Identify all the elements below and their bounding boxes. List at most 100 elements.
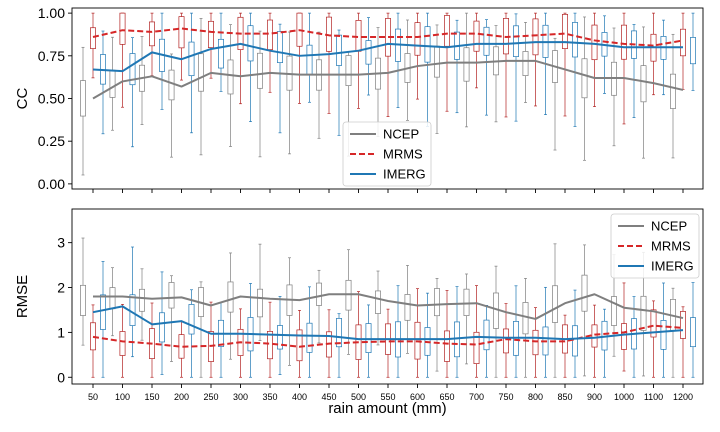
rmse-box	[404, 294, 411, 321]
cc-box	[257, 52, 263, 89]
cc-box	[473, 20, 480, 52]
cc-series-ncep	[92, 59, 684, 100]
rmse-box	[473, 331, 480, 364]
x-tick-label: 350	[262, 392, 277, 402]
cc-lines	[92, 27, 684, 100]
cc-box	[424, 26, 431, 63]
rmse-box	[640, 295, 647, 331]
rmse-box	[434, 288, 440, 317]
cc-box	[463, 47, 470, 82]
cc-box	[149, 21, 155, 47]
rmse-y-tick-label: 0	[57, 369, 65, 385]
rmse-lines	[92, 293, 684, 348]
cc-legend-label-ncep: NCEP	[383, 127, 419, 142]
x-tick-label: 550	[380, 392, 395, 402]
cc-box	[562, 14, 568, 49]
cc-box	[306, 44, 313, 75]
cc-box	[188, 41, 195, 77]
cc-box	[434, 45, 440, 78]
rmse-x-ticks: 50 100 150 200 250 300 350 400 450 500 550 600 650 70…	[88, 384, 693, 402]
rmse-box	[650, 309, 657, 338]
cc-y-tick-label: 0.50	[38, 91, 65, 107]
x-tick-label: 500	[351, 392, 366, 402]
x-tick-label: 400	[292, 392, 307, 402]
cc-y-tick-label: 0.25	[38, 133, 65, 149]
rmse-box	[621, 323, 627, 350]
x-tick-label: 1200	[673, 392, 693, 402]
rmse-y-ticks: 0 1 2 3	[57, 235, 72, 385]
rmse-box	[552, 285, 558, 323]
rmse-box	[277, 325, 283, 350]
rmse-box	[109, 287, 116, 310]
rmse-series-ncep	[93, 293, 684, 320]
rmse-y-tick-label: 1	[57, 324, 65, 340]
rmse-box	[227, 281, 234, 313]
cc-box	[277, 31, 283, 63]
cc-legend-box	[342, 121, 432, 187]
rmse-box	[257, 288, 263, 318]
cc-legend-label-mrms: MRMS	[383, 147, 423, 162]
x-tick-label: 800	[528, 392, 543, 402]
rmse-box	[591, 324, 598, 348]
rmse-box	[444, 330, 450, 362]
rmse-legend-label-imerg: IMERG	[651, 259, 694, 274]
cc-box	[178, 16, 185, 49]
cc-box	[227, 59, 234, 95]
cc-box	[572, 22, 578, 58]
cc-box	[670, 73, 676, 109]
cc-box	[218, 38, 224, 69]
rmse-legend-label-mrms: MRMS	[651, 239, 691, 254]
cc-x-ticks	[92, 189, 684, 193]
cc-box	[591, 24, 598, 61]
x-tick-label: 100	[115, 392, 130, 402]
x-tick-label: 600	[410, 392, 425, 402]
cc-box	[336, 34, 342, 66]
rmse-box	[188, 304, 195, 335]
cc-box	[690, 37, 696, 65]
cc-box	[267, 19, 273, 50]
rmse-plot-frame	[71, 208, 704, 385]
rmse-box	[306, 322, 313, 353]
x-tick-label: 1000	[614, 392, 634, 402]
rmse-box	[267, 331, 273, 360]
x-tick-label: 900	[587, 392, 602, 402]
rmse-y-tick-label: 2	[57, 280, 65, 296]
rmse-box	[611, 296, 617, 326]
x-tick-label: 250	[203, 392, 218, 402]
rmse-box	[503, 328, 509, 354]
rmse-box	[336, 318, 342, 348]
rmse-box	[572, 325, 578, 357]
rmse-y-tick-label: 3	[57, 235, 65, 251]
cc-box	[109, 69, 116, 98]
cc-box	[129, 53, 136, 86]
cc-box	[680, 28, 686, 57]
x-tick-label: 850	[557, 392, 572, 402]
rmse-box	[168, 282, 175, 309]
rmse-box	[581, 274, 588, 312]
cc-box	[90, 27, 96, 49]
cc-box	[80, 80, 86, 117]
rmse-legend-label-ncep: NCEP	[651, 219, 687, 234]
x-tick-label: 300	[233, 392, 248, 402]
cc-box	[513, 25, 519, 57]
rmse-box	[139, 288, 145, 312]
rmse-series-imerg	[92, 305, 684, 341]
rmse-box	[119, 331, 126, 356]
rmse-box	[365, 323, 372, 353]
cc-series-mrms	[92, 27, 684, 47]
x-tick-label: 700	[469, 392, 484, 402]
rmse-box	[660, 320, 667, 350]
rmse-box	[522, 302, 529, 335]
cc-box	[522, 51, 529, 76]
cc-panel: 0.00 0.25 0.50 0.75 1.00 CC NCEP MRMS IMERG	[14, 5, 704, 193]
cc-box	[198, 53, 204, 92]
x-axis-label: rain amount (mm)	[328, 400, 446, 417]
x-tick-label: 650	[439, 392, 454, 402]
x-tick-label: 750	[498, 392, 513, 402]
rmse-legend: NCEP MRMS IMERG	[610, 213, 700, 279]
cc-box	[208, 20, 214, 48]
cc-y-tick-label: 1.00	[38, 5, 65, 21]
rmse-panel: 0 1 2 3 50 100 150 200 250 300 350 400 450 500 550 600…	[14, 208, 704, 417]
cc-box	[247, 25, 254, 62]
rmse-box	[463, 288, 470, 316]
